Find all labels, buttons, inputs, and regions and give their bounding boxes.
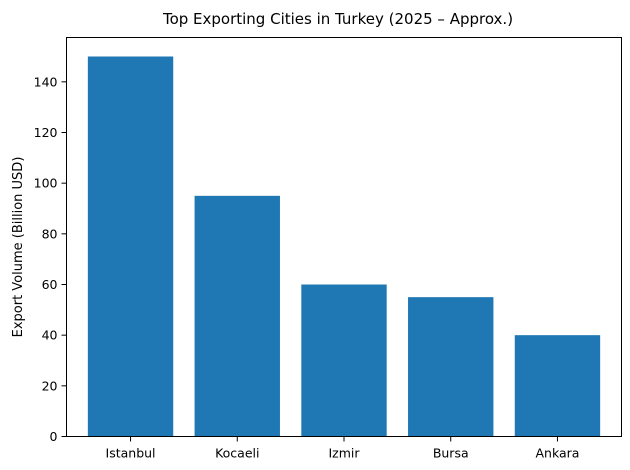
bar-bursa	[408, 297, 494, 437]
bar-ankara	[514, 335, 601, 437]
y-axis-label: Export Volume (Billion USD)	[11, 157, 26, 338]
bar-izmir	[301, 284, 387, 437]
y-axis: 0 20 40 60 80 100 120 140	[34, 74, 67, 444]
x-axis: Istanbul Kocaeli Izmir Bursa Ankara	[106, 436, 579, 461]
x-tick-label: Bursa	[433, 446, 469, 461]
y-tick-label: 20	[42, 378, 58, 393]
x-tick-label: Kocaeli	[215, 446, 259, 461]
x-tick-label: Ankara	[535, 446, 579, 461]
y-tick-label: 0	[50, 429, 58, 444]
bar-istanbul	[87, 56, 174, 437]
y-tick-label: 60	[42, 277, 58, 292]
y-tick-label: 40	[42, 328, 58, 343]
y-tick-label: 80	[42, 226, 58, 241]
x-tick-label: Istanbul	[106, 446, 156, 461]
x-tick-label: Izmir	[328, 446, 360, 461]
plot-frame	[66, 37, 622, 437]
y-tick-label: 140	[34, 74, 58, 89]
chart-title: Top Exporting Cities in Turkey (2025 – A…	[162, 10, 513, 28]
y-tick-label: 120	[34, 125, 58, 140]
bar-kocaeli	[194, 195, 280, 437]
y-tick-label: 100	[34, 176, 58, 191]
bars-group	[87, 56, 601, 437]
